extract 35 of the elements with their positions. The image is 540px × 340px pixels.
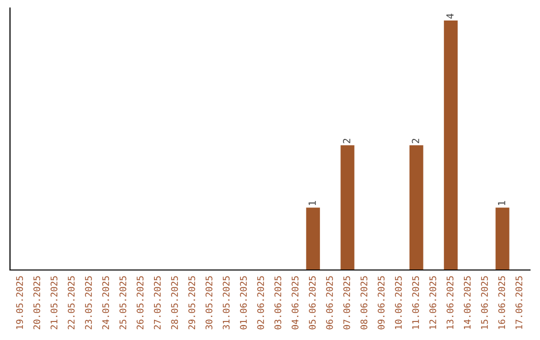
x-tick-label: 26.05.2025 [136, 276, 144, 330]
x-tick-label: 16.06.2025 [498, 276, 506, 329]
x-tick-label: 10.06.2025 [394, 276, 402, 329]
x-tick-label: 30.05.2025 [206, 276, 212, 330]
data-label: 2 [342, 138, 350, 144]
x-tick-label: 29.05.2025 [188, 276, 196, 330]
x-tick-label: 01.06.2025 [240, 276, 247, 330]
x-tick-label: 06.06.2025 [326, 276, 333, 330]
x-tick-label: 20.05.2025 [33, 276, 40, 330]
x-tick-label: 28.05.2025 [171, 276, 178, 330]
x-tick-label: 31.05.2025 [222, 276, 230, 330]
x-tick-label: 05.06.2025 [308, 276, 316, 330]
x-tick-label: 12.06.2025 [429, 276, 436, 329]
x-tick-label: 19.05.2025 [16, 276, 23, 329]
x-tick-label: 02.06.2025 [257, 276, 264, 330]
x-tick-label: 13.06.2025 [446, 276, 454, 329]
x-tick-label: 08.06.2025 [360, 276, 368, 330]
x-tick-label: 21.05.2025 [50, 276, 58, 330]
x-tick-label: 15.06.2025 [481, 276, 488, 329]
x-tick-label: 24.05.2025 [102, 276, 110, 330]
x-tick-label: 25.05.2025 [119, 276, 126, 330]
x-tick-label: 17.06.2025 [515, 276, 522, 329]
data-label: 1 [498, 201, 506, 206]
x-tick-label: 22.05.2025 [68, 276, 75, 330]
x-tick-label: 11.06.2025 [412, 276, 419, 329]
x-tick-label: 27.05.2025 [154, 276, 161, 330]
data-label: 1 [308, 201, 316, 206]
x-tick-label: 07.06.2025 [343, 276, 350, 330]
x-tick-label: 03.06.2025 [274, 276, 282, 330]
x-tick-label: 04.06.2025 [292, 276, 298, 330]
x-tick-label: 14.06.2025 [464, 276, 471, 329]
data-label: 4 [446, 14, 454, 19]
data-label: 2 [412, 138, 420, 144]
x-tick-label: 09.06.2025 [378, 276, 385, 330]
x-tick-label: 23.05.2025 [85, 276, 92, 330]
